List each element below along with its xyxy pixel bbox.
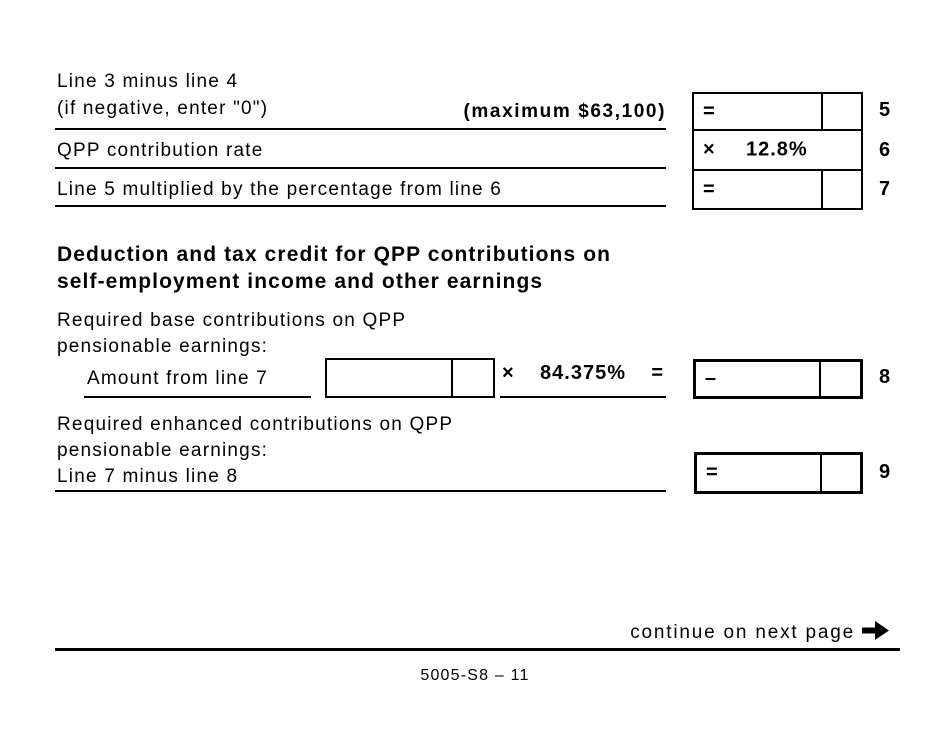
line9-intro-line2: pensionable earnings: — [57, 440, 269, 461]
line5-cents-field[interactable] — [821, 94, 861, 129]
line6-description: QPP contribution rate — [57, 140, 264, 161]
line5-equals-sign: = — [703, 100, 715, 122]
line8-input-amount-field[interactable] — [327, 360, 453, 396]
line7-equals-sign: = — [703, 178, 715, 200]
section-heading-line1: Deduction and tax credit for QPP contrib… — [57, 243, 612, 266]
line7-rule — [55, 205, 666, 207]
line8-minus-sign: – — [705, 367, 717, 390]
line8-result-box: – — [693, 359, 863, 399]
line8-number: 8 — [879, 366, 891, 388]
continue-text: continue on next page — [630, 622, 855, 643]
line7-number: 7 — [879, 178, 891, 200]
line9-intro-line1: Required enhanced contributions on QPP — [57, 414, 454, 435]
line8-label: Amount from line 7 — [87, 368, 269, 389]
line8-input-cents-field[interactable] — [453, 360, 493, 396]
line7-cents-divider — [821, 171, 823, 208]
line9-cents-divider — [820, 455, 822, 491]
line5-description-line1: Line 3 minus line 4 — [57, 71, 239, 92]
line8-label-underline — [84, 396, 311, 398]
line6-multiply-sign: × — [703, 138, 715, 161]
line7-description: Line 5 multiplied by the percentage from… — [57, 179, 503, 200]
line5-result-box: = — [692, 92, 863, 131]
line9-equals-sign: = — [706, 461, 718, 484]
line7-cents-field[interactable] — [821, 171, 861, 208]
line7-result-box: = — [692, 169, 863, 210]
line6-number: 6 — [879, 139, 891, 161]
line9-rule — [55, 490, 666, 492]
line5-maximum-note: (maximum $63,100) — [463, 101, 666, 122]
line8-intro-line2: pensionable earnings: — [57, 336, 269, 357]
line9-result-box: = — [694, 452, 863, 494]
line8-rate-value: 84.375% — [540, 362, 626, 384]
line5-cents-divider — [821, 94, 823, 129]
line8-intro-line1: Required base contributions on QPP — [57, 310, 407, 331]
line6-rate-box: × 12.8% — [692, 129, 863, 171]
line5-rule — [55, 128, 666, 130]
line8-result-cents-divider — [819, 362, 821, 396]
line5-description-line2: (if negative, enter "0") — [57, 98, 269, 119]
line9-cents-field[interactable] — [820, 455, 860, 491]
line6-rule — [55, 167, 666, 169]
line8-calc-underline — [500, 396, 666, 398]
line8-multiply-sign: × — [502, 362, 515, 384]
line9-label: Line 7 minus line 8 — [57, 466, 239, 487]
continue-note: continue on next page — [630, 620, 890, 646]
section-heading-line2: self-employment income and other earning… — [57, 270, 544, 293]
line6-rate-value: 12.8% — [746, 138, 808, 161]
line8-input-box — [325, 358, 495, 398]
footer-rule — [55, 648, 900, 651]
line8-input-cents-divider — [451, 360, 453, 396]
line8-result-cents-field[interactable] — [820, 362, 860, 396]
line8-calculation: × 84.375% = — [502, 362, 664, 385]
line9-number: 9 — [879, 461, 891, 483]
form-code: 5005-S8 – 11 — [420, 667, 530, 684]
line8-equals-sign: = — [651, 362, 664, 384]
arrow-right-icon — [862, 620, 890, 646]
line5-number: 5 — [879, 99, 891, 121]
